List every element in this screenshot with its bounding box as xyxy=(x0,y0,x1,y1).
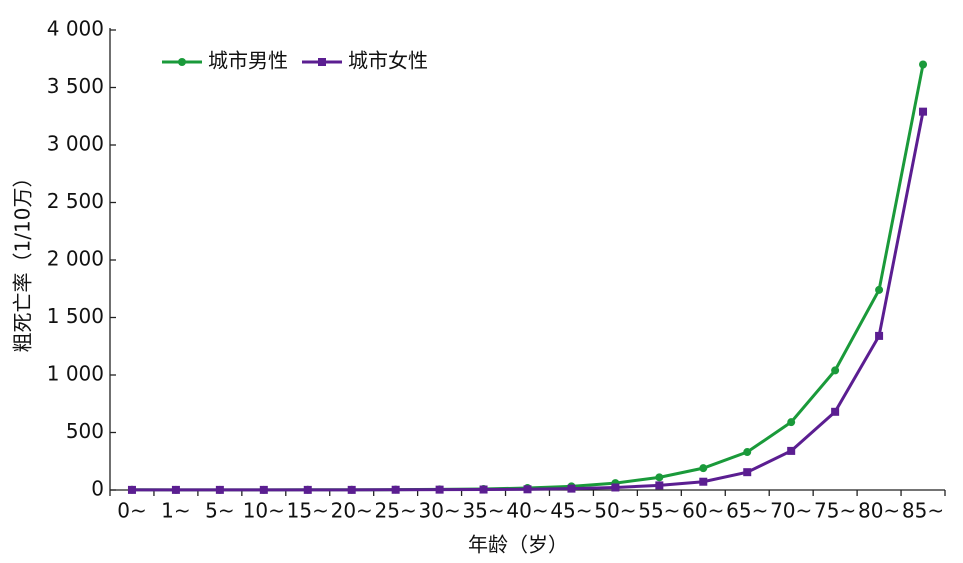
x-tick-label: 0~ xyxy=(117,499,146,523)
marker xyxy=(831,407,840,416)
marker xyxy=(699,477,708,486)
x-tick-label: 45~ xyxy=(550,499,592,523)
x-tick-label: 35~ xyxy=(462,499,504,523)
y-tick-label: 4 000 xyxy=(47,17,104,41)
y-tick-label: 3 000 xyxy=(47,132,104,156)
marker xyxy=(743,448,752,457)
marker xyxy=(699,464,708,473)
x-tick-label: 65~ xyxy=(726,499,768,523)
marker xyxy=(787,418,796,427)
marker xyxy=(435,485,444,494)
marker xyxy=(743,468,752,477)
x-axis-label: 年龄（岁） xyxy=(468,533,568,557)
x-tick-label: 60~ xyxy=(682,499,724,523)
marker xyxy=(347,485,356,494)
x-tick-label: 20~ xyxy=(331,499,373,523)
x-tick-label: 1~ xyxy=(161,499,190,523)
x-tick-label: 10~ xyxy=(243,499,285,523)
x-tick-label: 30~ xyxy=(418,499,460,523)
x-tick-label: 40~ xyxy=(506,499,548,523)
marker xyxy=(303,485,312,494)
legend-marker xyxy=(178,58,186,66)
marker xyxy=(215,485,224,494)
legend-label: 城市男性 xyxy=(208,49,288,73)
marker xyxy=(567,484,576,493)
marker xyxy=(831,366,840,375)
marker xyxy=(611,483,620,492)
marker xyxy=(391,485,400,494)
marker xyxy=(171,485,180,494)
marker xyxy=(919,60,928,69)
marker xyxy=(875,331,884,340)
y-axis-label: 粗死亡率（1/10万） xyxy=(11,168,35,353)
x-tick-label: 25~ xyxy=(375,499,417,523)
legend-marker xyxy=(318,58,326,66)
marker xyxy=(127,485,136,494)
y-tick-label: 1 500 xyxy=(47,304,104,328)
marker xyxy=(787,446,796,455)
y-tick-label: 500 xyxy=(66,419,104,443)
x-tick-label: 85~ xyxy=(902,499,944,523)
x-tick-label: 80~ xyxy=(858,499,900,523)
marker xyxy=(919,107,928,116)
y-tick-label: 2 000 xyxy=(47,247,104,271)
marker xyxy=(655,473,664,482)
marker xyxy=(259,485,268,494)
y-tick-label: 2 500 xyxy=(47,189,104,213)
y-tick-label: 0 xyxy=(91,477,104,501)
y-tick-label: 3 500 xyxy=(47,74,104,98)
series-line xyxy=(131,111,925,492)
x-tick-label: 55~ xyxy=(638,499,680,523)
x-tick-label: 50~ xyxy=(594,499,636,523)
x-tick-label: 5~ xyxy=(205,499,234,523)
x-tick-label: 70~ xyxy=(770,499,812,523)
y-tick-label: 1 000 xyxy=(47,362,104,386)
marker xyxy=(523,485,532,494)
x-tick-label: 75~ xyxy=(814,499,856,523)
legend-label: 城市女性 xyxy=(348,49,428,73)
x-tick-label: 15~ xyxy=(287,499,329,523)
marker xyxy=(875,285,884,294)
series-line xyxy=(131,64,925,492)
marker xyxy=(655,481,664,490)
marker xyxy=(479,485,488,494)
